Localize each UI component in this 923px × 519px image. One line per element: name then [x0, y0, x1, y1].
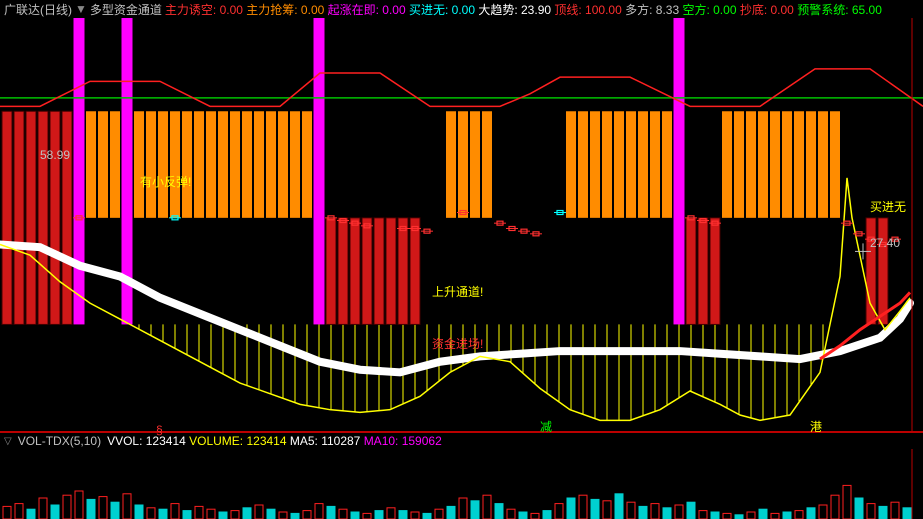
indicator-value: 空方: 0.00 — [682, 3, 739, 17]
indicator-value: 多方: 8.33 — [625, 3, 682, 17]
volume-panel[interactable] — [0, 449, 923, 519]
indicator-value: 预警系统: 65.00 — [797, 3, 882, 17]
main-chart-svg — [0, 18, 923, 431]
indicator-value: 起涨在即: 0.00 — [328, 3, 409, 17]
indicator-value: 顶线: 100.00 — [554, 3, 625, 17]
indicator-value: 大趋势: 23.90 — [478, 3, 554, 17]
vol-value: MA10: 159062 — [364, 434, 442, 448]
main-chart-panel[interactable]: 58.99有小反弹!上升通道!资金进场!买进无27.40减港§ — [0, 18, 923, 432]
indicator-value: 买进无: 0.00 — [409, 3, 478, 17]
indicator-value: 抄底: 0.00 — [740, 3, 797, 17]
dropdown-icon[interactable]: ▼ — [75, 2, 87, 16]
vol-value: VOLUME: 123414 — [189, 434, 290, 448]
indicator-value: 主力诱空: 0.00 — [165, 3, 246, 17]
volume-header: ▽ VOL-TDX(5,10) VVOL: 123414 VOLUME: 123… — [0, 432, 923, 449]
volume-svg — [0, 449, 923, 519]
vol-indicator-name: VOL-TDX(5,10) — [18, 434, 101, 448]
dropdown-icon[interactable]: ▽ — [4, 436, 12, 447]
indicator-value: 主力抢筹: 0.00 — [246, 3, 327, 17]
symbol-name[interactable]: 广联达(日线) — [4, 1, 72, 18]
indicator-header: 广联达(日线) ▼ 多型资金通道 主力诱空: 0.00 主力抢筹: 0.00 起… — [0, 0, 923, 18]
vol-value: VVOL: 123414 — [107, 434, 189, 448]
indicator-name: 多型资金通道 — [90, 1, 162, 18]
vol-value: MA5: 110287 — [290, 434, 364, 448]
